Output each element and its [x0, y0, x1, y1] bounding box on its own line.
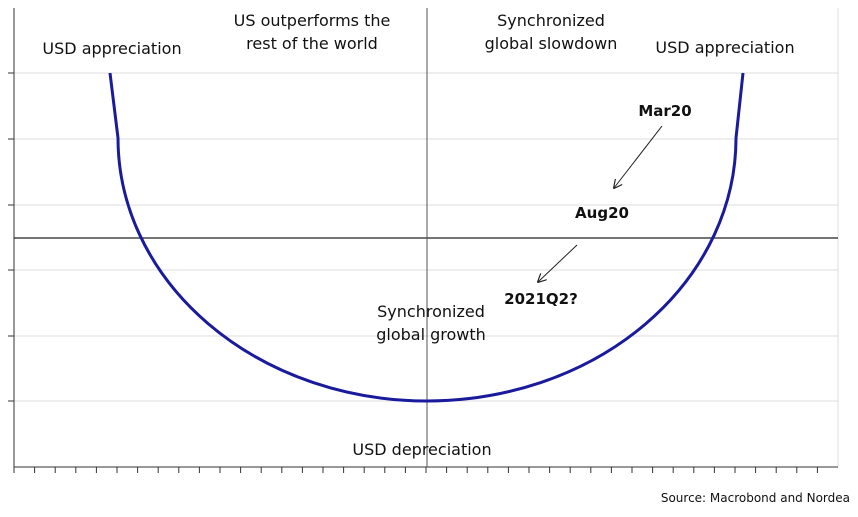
label: global growth: [376, 325, 486, 344]
point-label: 2021Q2?: [504, 290, 578, 308]
point-label: Aug20: [575, 204, 629, 222]
ticks: [8, 72, 818, 473]
label: US outperforms the: [234, 11, 391, 30]
point-label: Mar20: [638, 102, 691, 120]
label: USD appreciation: [655, 38, 794, 57]
label: USD appreciation: [42, 39, 181, 58]
label: Synchronized: [377, 302, 485, 321]
label: USD depreciation: [352, 440, 491, 459]
label: rest of the world: [246, 34, 378, 53]
label: Synchronized: [497, 11, 605, 30]
arrow: [538, 244, 578, 282]
source: Source: Macrobond and Nordea: [661, 491, 850, 505]
smile-curve: [108, 72, 745, 403]
label: global slowdown: [485, 34, 618, 53]
arrow: [614, 125, 663, 188]
